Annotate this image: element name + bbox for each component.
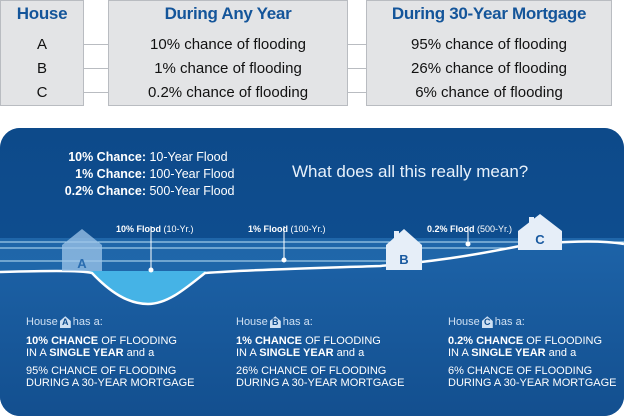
flood-label-bold: 0.2% Flood (427, 224, 475, 234)
mortgage-cell: 6% chance of flooding (415, 84, 563, 101)
explain-line3: 6% CHANCE OF FLOODING (448, 364, 593, 377)
flood-illustration-panel: 10% Chance: 10-Year Flood 1% Chance: 100… (0, 128, 624, 416)
explain-line2-post: and a (123, 347, 155, 359)
house-cell: C (36, 84, 48, 101)
house-column-header: House (16, 4, 68, 23)
explain-line2-bold: SINGLE YEAR (259, 347, 334, 359)
explain-prefix: House (236, 316, 268, 328)
mortgage-cell: 95% chance of flooding (411, 36, 567, 53)
row-connector (348, 92, 366, 93)
house-c-label: C (535, 232, 545, 247)
house-cell: A (36, 36, 47, 53)
flood-label-bold: 1% Flood (248, 224, 288, 234)
row-connector (84, 44, 108, 45)
explain-line4: DURING A 30-YEAR MORTGAGE (448, 377, 617, 389)
house-a-label: A (77, 256, 87, 271)
legend-value: 100-Year Flood (149, 167, 235, 181)
legend-key: 0.2% Chance: (64, 184, 146, 198)
any-year-cell: 0.2% chance of flooding (147, 84, 309, 101)
flood-label-500yr: 0.2% Flood (500-Yr.) (427, 224, 512, 234)
question-heading: What does all this really mean? (292, 162, 529, 181)
house-b-label: B (399, 252, 409, 267)
explain-suffix: has a: (282, 316, 313, 328)
explain-line2-pre: IN A (448, 347, 472, 359)
marker-dot-10yr (148, 267, 154, 273)
explain-line1-rest: OF FLOODING (523, 334, 603, 347)
legend-value: 10-Year Flood (149, 150, 228, 164)
house-a-icon (62, 229, 102, 271)
any-year-column-header: During Any Year (164, 4, 292, 23)
explain-line3: 26% CHANCE OF FLOODING (236, 364, 387, 377)
explain-line1-rest: OF FLOODING (302, 334, 381, 347)
mortgage-column-header: During 30-Year Mortgage (391, 4, 587, 23)
any-year-column: During Any Year 10% chance of flooding 1… (108, 0, 348, 106)
explain-suffix: has a: (494, 316, 525, 328)
house-badge-icon: C (481, 316, 493, 329)
explain-line1-bold: 0.2% CHANCE (448, 334, 524, 347)
flood-label-bold: 10% Flood (116, 224, 162, 234)
flood-label-100yr: 1% Flood (100-Yr.) (248, 224, 326, 234)
explain-line2-post: and a (545, 347, 577, 359)
legend-row: 0.2% Chance: 500-Year Flood (60, 184, 235, 198)
explain-prefix: House (26, 316, 58, 328)
any-year-cell: 10% chance of flooding (150, 36, 306, 53)
explain-line3: 95% CHANCE OF FLOODING (26, 364, 177, 377)
explain-line1-bold: 10% CHANCE (26, 334, 99, 347)
marker-dot-100yr (281, 257, 287, 263)
house-badge-icon: A (59, 316, 71, 329)
legend-key: 1% Chance: (75, 167, 146, 181)
explain-line4: DURING A 30-YEAR MORTGAGE (236, 377, 405, 389)
flood-label-rest: (10-Yr.) (161, 224, 194, 234)
marker-dot-500yr (465, 241, 471, 247)
mortgage-column: During 30-Year Mortgage 95% chance of fl… (366, 0, 612, 106)
explain-line2-pre: IN A (236, 347, 260, 359)
house-b-icon (386, 229, 422, 270)
explain-line2-pre: IN A (26, 347, 50, 359)
house-cell: B (36, 60, 47, 77)
legend-value: 500-Year Flood (149, 184, 235, 198)
flood-landscape-graphic (0, 128, 624, 416)
explain-suffix: has a: (72, 316, 103, 328)
legend-row: 1% Chance: 100-Year Flood (60, 167, 235, 181)
row-connector (84, 68, 108, 69)
legend-key: 10% Chance: (68, 150, 146, 164)
explain-line1-rest: OF FLOODING (98, 334, 177, 347)
explain-line1-bold: 1% CHANCE (236, 334, 303, 347)
flood-label-rest: (100-Yr.) (288, 224, 326, 234)
legend-row: 10% Chance: 10-Year Flood (60, 150, 228, 164)
ground (0, 241, 624, 416)
row-connector (84, 92, 108, 93)
row-connector (348, 68, 366, 69)
house-c-icon (518, 214, 562, 250)
flood-label-rest: (500-Yr.) (474, 224, 513, 234)
explain-line4: DURING A 30-YEAR MORTGAGE (26, 377, 195, 389)
mortgage-cell: 26% chance of flooding (411, 60, 567, 77)
row-connector (348, 44, 366, 45)
explain-prefix: House (448, 316, 480, 328)
flood-label-10yr: 10% Flood (10-Yr.) (116, 224, 194, 234)
river-water (88, 271, 206, 306)
explain-line2-bold: SINGLE YEAR (49, 347, 124, 359)
explain-line2-post: and a (333, 347, 365, 359)
house-column: House A B C (0, 0, 84, 106)
any-year-cell: 1% chance of flooding (154, 60, 302, 77)
explain-line2-bold: SINGLE YEAR (471, 347, 546, 359)
house-badge-icon: B (269, 316, 281, 329)
